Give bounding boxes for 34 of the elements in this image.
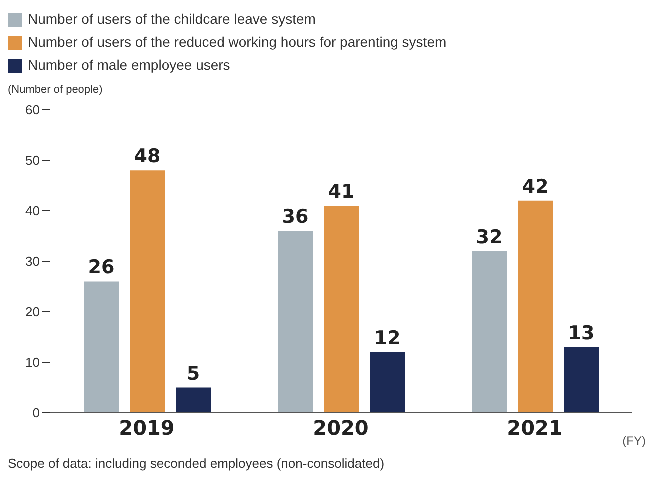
bar bbox=[324, 206, 359, 413]
data-label: 12 bbox=[374, 327, 401, 350]
bar bbox=[176, 388, 211, 413]
y-tick-label: 50 bbox=[26, 153, 40, 168]
data-label: 42 bbox=[522, 176, 549, 198]
y-axis-title: (Number of people) bbox=[8, 84, 103, 96]
legend-label: Number of users of the reduced working hours for parenting system bbox=[28, 33, 447, 52]
data-label: 41 bbox=[328, 180, 355, 203]
data-label: 32 bbox=[476, 226, 503, 248]
y-tick-label: 40 bbox=[26, 204, 40, 219]
bar bbox=[370, 352, 405, 413]
y-tick-label: 60 bbox=[26, 102, 40, 118]
x-tick-label: 2021 bbox=[507, 416, 563, 440]
bar bbox=[564, 347, 599, 413]
y-tick-label: 10 bbox=[26, 355, 40, 370]
data-label: 26 bbox=[88, 256, 115, 279]
bar bbox=[278, 231, 313, 413]
bar bbox=[84, 282, 119, 413]
bar bbox=[472, 251, 507, 413]
legend-label: Number of male employee users bbox=[28, 56, 230, 75]
data-label: 5 bbox=[186, 362, 200, 385]
data-label: 36 bbox=[282, 206, 309, 228]
text: Scope of data: including seconded employees (non-consolidated) bbox=[8, 456, 385, 471]
data-label: 13 bbox=[568, 322, 595, 344]
y-tick-label: 0 bbox=[32, 406, 40, 421]
y-tick-label: 20 bbox=[26, 304, 40, 320]
x-tick-label: 2019 bbox=[119, 416, 175, 440]
legend-label: Number of users of the childcare leave system bbox=[28, 10, 316, 29]
x-tick-label: 2020 bbox=[313, 416, 369, 440]
data-label: 48 bbox=[134, 146, 161, 168]
bar bbox=[518, 200, 553, 413]
y-tick-label: 30 bbox=[26, 254, 40, 270]
bar bbox=[130, 170, 165, 413]
x-axis-title: (FY) bbox=[622, 434, 646, 448]
